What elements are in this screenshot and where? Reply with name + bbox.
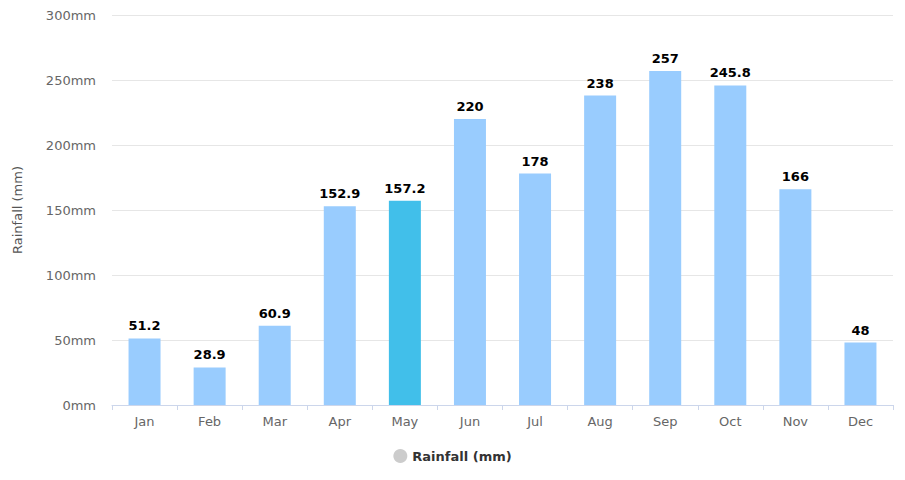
svg-text:Dec: Dec <box>848 414 873 429</box>
svg-text:300mm: 300mm <box>46 8 96 23</box>
svg-text:28.9: 28.9 <box>194 347 226 362</box>
svg-text:50mm: 50mm <box>54 333 96 348</box>
svg-text:Oct: Oct <box>719 414 741 429</box>
svg-text:200mm: 200mm <box>46 138 96 153</box>
svg-text:Sep: Sep <box>653 414 678 429</box>
svg-text:60.9: 60.9 <box>259 306 291 321</box>
svg-text:Mar: Mar <box>262 414 287 429</box>
svg-text:Rainfall (mm): Rainfall (mm) <box>10 166 25 254</box>
svg-text:51.2: 51.2 <box>129 318 161 333</box>
svg-text:157.2: 157.2 <box>384 181 425 196</box>
svg-text:Aug: Aug <box>587 414 612 429</box>
svg-text:Rainfall (mm): Rainfall (mm) <box>412 449 511 464</box>
svg-text:Jan: Jan <box>134 414 155 429</box>
svg-text:Jul: Jul <box>526 414 543 429</box>
svg-text:Nov: Nov <box>783 414 809 429</box>
svg-text:Apr: Apr <box>329 414 352 429</box>
svg-text:150mm: 150mm <box>46 203 96 218</box>
svg-text:100mm: 100mm <box>46 268 96 283</box>
svg-text:May: May <box>391 414 418 429</box>
svg-text:257: 257 <box>652 51 679 66</box>
svg-text:48: 48 <box>851 323 869 338</box>
svg-text:220: 220 <box>456 99 483 114</box>
svg-text:250mm: 250mm <box>46 73 96 88</box>
svg-text:0mm: 0mm <box>62 398 96 413</box>
svg-text:Jun: Jun <box>459 414 480 429</box>
svg-text:152.9: 152.9 <box>319 186 360 201</box>
svg-text:166: 166 <box>782 169 809 184</box>
svg-text:178: 178 <box>521 154 548 169</box>
svg-text:Feb: Feb <box>198 414 221 429</box>
svg-text:245.8: 245.8 <box>710 65 751 80</box>
svg-text:238: 238 <box>587 76 614 91</box>
